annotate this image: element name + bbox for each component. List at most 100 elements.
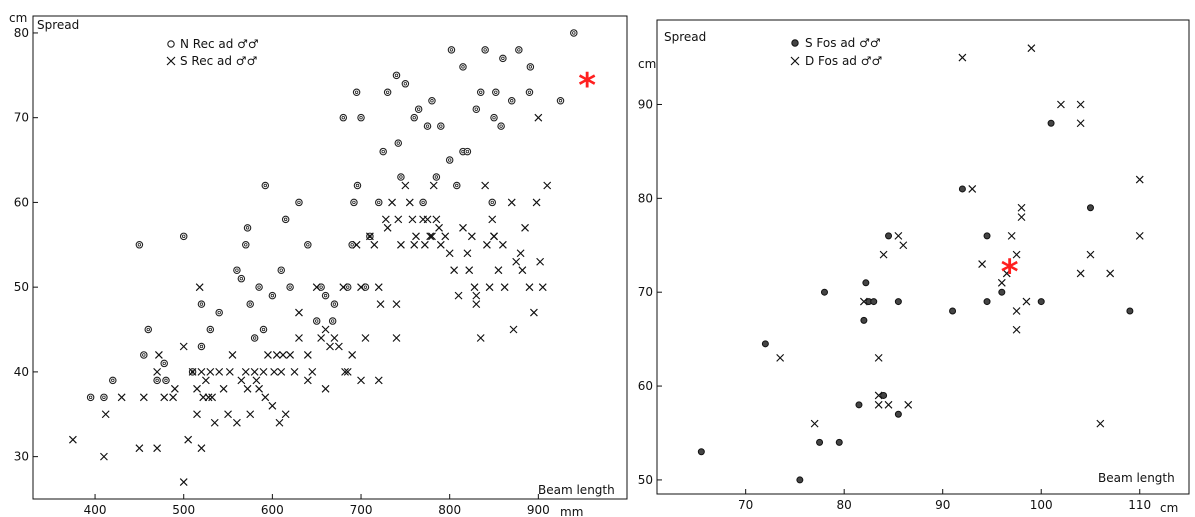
data-point-cross [536,257,545,266]
data-point-open-circle-inner [319,285,323,289]
data-point-cross [341,367,349,376]
data-point-cross [445,249,454,258]
data-point-open-circle [361,283,370,291]
data-point-cross [295,334,303,342]
data-point-open-circle [312,317,321,325]
data-point-open-circle-inner [306,243,310,247]
data-point-open-circle-inner [474,107,478,111]
data-point-cross [1017,213,1026,222]
data-point-solid-circle [1037,298,1045,306]
data-point-open-circle-inner [385,90,390,94]
y-tick-label: 80 [638,191,653,205]
data-point-cross [426,232,435,241]
data-point-open-circle [328,317,337,325]
data-point-cross [370,240,379,249]
data-point-cross [101,410,110,419]
y-tick-label: 90 [638,97,653,111]
data-point-open-circle [255,283,263,291]
data-point-cross [272,351,281,359]
data-point-open-circle [437,122,445,130]
y-tick-label: 60 [638,379,653,393]
data-point-cross [397,240,405,249]
data-point-cross [374,376,383,385]
data-point-cross [184,435,193,444]
data-point-open-circle [357,113,365,122]
data-point-cross [997,278,1006,287]
data-point-open-circle [414,105,423,113]
data-point-cross [250,367,259,376]
data-point-cross [277,367,286,376]
data-point-cross [543,181,552,190]
data-point-open-circle [215,308,223,317]
plot-frame [656,19,1190,495]
data-point-open-circle [526,63,535,71]
data-point-cross [968,185,977,193]
data-point-open-circle [476,88,485,97]
data-point-cross [357,376,365,385]
data-point-open-circle-inner [263,183,267,188]
data-point-open-circle [206,325,215,334]
data-point-cross [512,257,521,266]
data-point-cross [295,308,303,317]
data-point-cross [463,249,472,258]
data-point-cross [352,240,361,249]
data-point-cross [978,260,987,268]
data-point-cross [160,393,169,402]
x-unit-label: mm [560,505,583,517]
data-point-open-circle [321,291,330,300]
data-point-open-circle-inner [245,226,250,230]
legend-label: D Fos ad ♂♂ [805,54,882,68]
data-point-cross [859,297,868,306]
data-point-cross [179,342,188,351]
data-point-cross [481,181,490,190]
data-point-solid-circle [816,438,824,446]
data-point-cross [532,198,541,207]
data-point-cross [1022,297,1031,306]
data-point-open-circle-inner [239,276,244,281]
data-point-open-circle-inner [517,48,521,52]
x-tick-label: 400 [84,503,107,517]
data-point-open-circle-inner [412,115,416,120]
data-point-cross [201,376,210,385]
data-point-solid-circle [885,232,893,240]
data-point-cross [435,223,443,232]
data-point-open-circle-inner [137,243,142,247]
data-point-solid-circle [949,307,957,315]
data-point-cross [154,351,163,359]
data-point-solid-circle [862,279,870,287]
data-point-cross [1012,250,1021,259]
data-point-cross [776,353,785,362]
chart-right: cm Spread Beam length cm S Fos ad ♂♂ D F… [638,19,1190,515]
legend-marker-open-circle [167,40,175,48]
plot-frame [32,15,628,500]
data-point-solid-circle [697,448,705,456]
data-point-cross [215,367,224,376]
chart-left: cm Spread Beam length mm N Rec ad ♂♂ S R… [9,11,628,517]
x-tick-label: 900 [527,503,550,517]
legend: S Fos ad ♂♂ D Fos ad ♂♂ [790,36,882,68]
x-tick-label: 700 [350,503,373,517]
data-point-cross [1135,175,1144,184]
data-point-open-circle [197,342,206,351]
data-point-open-circle-inner [447,158,452,162]
data-point-open-circle-inner [332,302,337,306]
data-point-cross [290,367,299,376]
data-point-cross [1002,269,1011,278]
data-point-open-circle-inner [88,395,93,400]
data-point-open-circle-inner [352,200,356,205]
x-tick-label: 70 [738,498,753,512]
data-point-cross [472,300,481,309]
data-point-solid-circle [1086,204,1094,212]
data-point-cross [879,250,888,259]
data-point-cross [252,376,261,385]
data-point-open-circle [375,198,383,207]
data-point-cross [195,283,204,292]
data-point-cross [303,351,312,359]
data-point-solid-circle [1126,307,1134,315]
y-tick-label: 50 [638,473,653,487]
data-point-cross [436,240,445,249]
data-point-open-circle [428,96,436,105]
data-point-cross [534,113,543,122]
data-point-open-circle-inner [217,310,221,315]
data-point-open-circle-inner [558,99,563,103]
